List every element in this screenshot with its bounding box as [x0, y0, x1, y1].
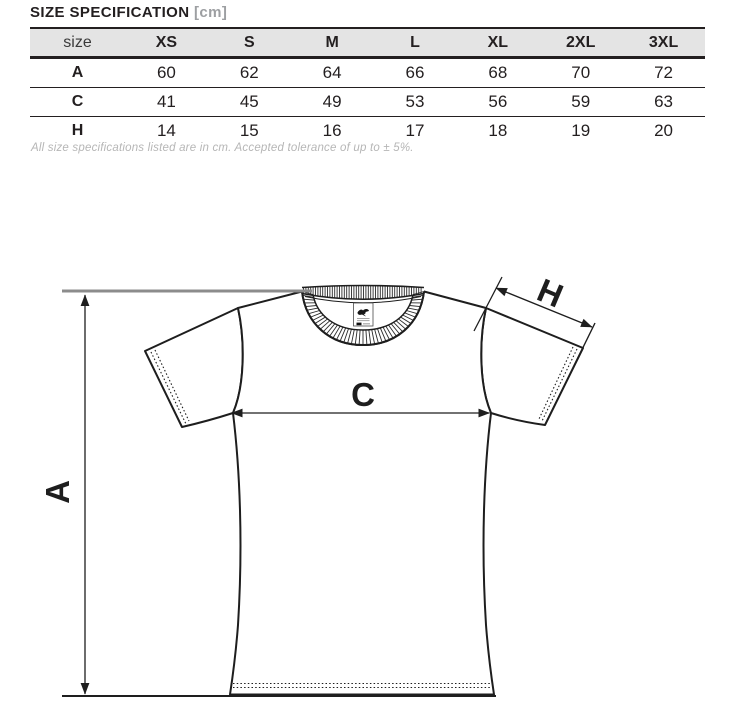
left-cuff-stitching	[150, 349, 190, 425]
table-cell: 15	[239, 121, 259, 140]
size-header-s: S	[243, 33, 255, 51]
row-label-a: A	[71, 64, 84, 81]
measurement-label-c: C	[351, 376, 375, 413]
table-cell: 56	[488, 92, 508, 111]
collar-inner-edge	[312, 294, 414, 331]
size-header-l: L	[410, 33, 420, 51]
table-cell: 72	[654, 63, 674, 82]
size-header-xs: XS	[155, 33, 178, 51]
table-cell: 14	[156, 121, 176, 140]
size-header-m: M	[325, 33, 339, 51]
right-sleeve	[480, 307, 584, 426]
table-cell: 18	[488, 121, 508, 140]
collar-outer-edge	[301, 291, 425, 347]
left-sleeve	[144, 307, 244, 428]
table-cell: 66	[405, 63, 425, 82]
unit-label: [cm]	[194, 4, 228, 21]
brand-bird-icon	[357, 309, 369, 317]
table-cell: 20	[654, 121, 674, 140]
table-cell: 45	[239, 92, 259, 111]
row-label-h: H	[71, 122, 84, 139]
table-cell: 19	[571, 121, 591, 140]
table-cell: 41	[156, 92, 176, 111]
table-header-row: size XS S M L XL 2XL 3XL	[30, 27, 705, 59]
table-cell: 68	[488, 63, 508, 82]
back-neck-ribbing	[303, 286, 422, 299]
table-cell: 70	[571, 63, 591, 82]
page-title-text: SIZE SPECIFICATION	[30, 4, 190, 21]
table-cell: 64	[322, 63, 342, 82]
size-table: size XS S M L XL 2XL 3XL A 60 62 64 66 6…	[30, 27, 705, 145]
table-row-c: C 41 45 49 53 56 59 63	[30, 88, 705, 117]
measurement-arrow-h	[495, 287, 593, 328]
measurement-label-h: H	[532, 271, 568, 314]
right-cuff-stitching	[538, 346, 578, 422]
table-row-h: H 14 15 16 17 18 19 20	[30, 117, 705, 145]
size-header-xl: XL	[487, 33, 509, 51]
sleeve-cuff-guide-line	[544, 322, 596, 426]
table-row-a: A 60 62 64 66 68 70 72	[30, 59, 705, 88]
table-cell: 62	[239, 63, 259, 82]
back-neck-bottom-edge	[301, 292, 425, 301]
size-header-2xl: 2XL	[566, 33, 596, 51]
size-column-header: size	[63, 33, 92, 51]
collar	[301, 284, 425, 347]
tshirt-body-outline	[229, 290, 495, 696]
table-cell: 53	[405, 92, 425, 111]
table-cell: 49	[322, 92, 342, 111]
table-cell: 59	[571, 92, 591, 111]
shoulder-guide-line	[473, 276, 503, 332]
care-label	[353, 302, 374, 327]
table-cell: 63	[654, 92, 674, 111]
row-label-c: C	[71, 93, 84, 110]
table-cell: 16	[322, 121, 342, 140]
hem-stitching	[233, 682, 491, 689]
size-header-3xl: 3XL	[648, 33, 679, 51]
table-cell: 60	[156, 63, 176, 82]
table-cell: 17	[405, 121, 425, 140]
tolerance-footnote: All size specifications listed are in cm…	[31, 142, 414, 154]
page-title: SIZE SPECIFICATION [cm]	[30, 4, 227, 21]
back-neck-top-edge	[301, 284, 425, 289]
measurement-label-a: A	[39, 480, 76, 504]
